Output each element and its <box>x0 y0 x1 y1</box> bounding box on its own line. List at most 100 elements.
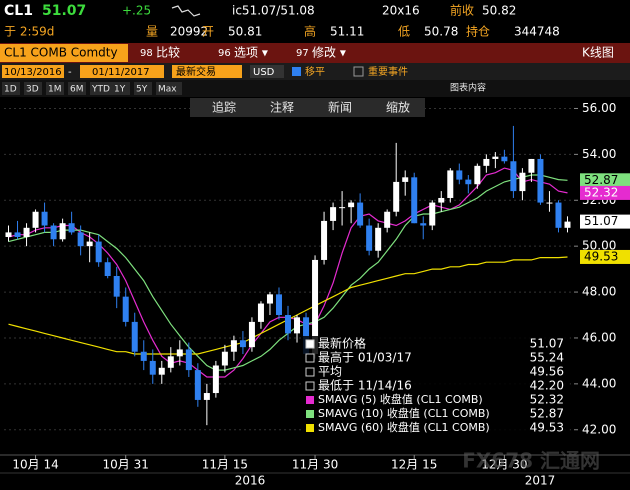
candle-body <box>546 202 553 204</box>
candle-body <box>321 220 328 260</box>
x-tick-label: 11月 30 <box>292 458 338 472</box>
period-label: 5Y <box>136 85 148 95</box>
events: 重要事件 <box>368 65 408 78</box>
candle-body <box>41 211 48 226</box>
candle-body <box>5 232 12 237</box>
currency-box[interactable] <box>250 65 284 78</box>
sma60-tag <box>580 249 630 264</box>
legend-label: 最高于 01/03/17 <box>318 350 412 365</box>
period-label: 1D <box>4 85 17 95</box>
view-title: K线图 <box>582 46 614 60</box>
candle-body <box>393 181 400 212</box>
period-button[interactable] <box>156 82 182 95</box>
candle-body <box>402 177 409 182</box>
mode-box[interactable] <box>172 65 242 78</box>
edit-button[interactable]: 修改 ▾ <box>312 45 346 60</box>
candle-body <box>248 321 255 348</box>
legend-swatch <box>306 396 314 404</box>
volume-label: 量 <box>146 25 158 39</box>
candle-body <box>303 317 310 355</box>
year-label: 2016 <box>235 474 266 488</box>
candle-body <box>384 211 391 228</box>
candle-body <box>104 262 111 276</box>
candle-body <box>339 207 346 209</box>
candle-body <box>203 393 210 400</box>
period-button[interactable] <box>68 82 86 95</box>
candle-body <box>68 223 75 233</box>
high-label: 高 <box>304 24 316 39</box>
tool-button[interactable]: 缩放 <box>386 100 410 115</box>
x-tick-label: 10月 31 <box>103 458 149 472</box>
axis-panel <box>576 97 630 455</box>
x-tick-label: 12月 30 <box>481 458 527 472</box>
options-button[interactable]: 选项 ▾ <box>234 46 268 60</box>
candle-body <box>483 158 490 166</box>
candle-body <box>411 177 418 224</box>
period-label: 1M <box>48 85 62 95</box>
security: CL1 COMB Comdty <box>4 46 118 60</box>
currency: USD <box>253 67 275 78</box>
change: +.25 <box>122 4 151 18</box>
period-button[interactable] <box>112 82 130 95</box>
end-box[interactable] <box>80 65 164 78</box>
candle-body <box>167 356 174 368</box>
sparkline-icon <box>171 5 201 17</box>
candle-body <box>221 351 228 366</box>
start-box[interactable] <box>2 65 64 78</box>
period-button[interactable] <box>2 82 20 95</box>
tool-button[interactable]: 追踪 <box>212 100 236 115</box>
legend-value: 42.20 <box>530 379 564 393</box>
candle-body <box>77 232 84 247</box>
period-button[interactable] <box>46 82 64 95</box>
last-tag-label: 51.07 <box>584 214 618 228</box>
candle-body <box>375 227 382 251</box>
checkbox[interactable] <box>292 67 301 76</box>
sma10-tag-label: 52.87 <box>584 173 618 187</box>
candle-body <box>86 241 93 247</box>
legend-label: SMAVG (10) 收盘值 (CL1 COMB) <box>318 406 490 420</box>
tool-button[interactable]: 新闻 <box>328 100 352 115</box>
candle-body <box>158 367 165 375</box>
options-key: 96 <box>218 48 231 59</box>
candle-body <box>501 156 508 162</box>
low: 50.78 <box>424 25 458 39</box>
x-tick-label: 10月 14 <box>12 458 58 472</box>
legend-value: 51.07 <box>530 337 564 351</box>
tool-button[interactable]: 注释 <box>270 100 294 115</box>
edit-key: 97 <box>296 48 309 59</box>
candle-body <box>420 223 427 226</box>
moving: 移平 <box>305 65 325 78</box>
y-tick-label: 44.00 <box>582 376 616 390</box>
legend-icon <box>305 353 315 363</box>
chart-content[interactable]: 图表内容 <box>450 82 486 94</box>
compare-button[interactable]: 比较 <box>156 45 180 60</box>
prev-close-label: 前收 <box>450 3 474 18</box>
candle-body <box>140 351 147 361</box>
candle-body <box>357 202 364 226</box>
legend-label: SMAVG (5) 收盘值 (CL1 COMB) <box>318 392 483 406</box>
candle-body <box>537 158 544 203</box>
candle-body <box>149 360 156 375</box>
candle-body <box>492 156 499 159</box>
security-box[interactable] <box>0 44 128 62</box>
candle-body <box>312 259 319 355</box>
candle-body <box>266 294 273 304</box>
dash: - <box>68 67 72 78</box>
period-button[interactable] <box>24 82 42 95</box>
period-button[interactable] <box>134 82 152 95</box>
candle-body <box>59 223 66 240</box>
candle-body <box>122 296 129 322</box>
candle-body <box>330 207 337 221</box>
candle-body <box>447 170 454 198</box>
ticker: CL1 <box>4 3 33 19</box>
candle-body <box>564 221 571 228</box>
legend-value: 49.53 <box>530 421 564 435</box>
candle-body <box>131 321 138 352</box>
checkbox[interactable] <box>353 66 364 77</box>
high: 51.11 <box>330 25 364 39</box>
tools: 追踪 注释 新闻 缩放 <box>212 100 410 115</box>
candle-body <box>555 202 562 228</box>
period-button[interactable] <box>90 82 116 95</box>
candle-body <box>348 202 355 208</box>
